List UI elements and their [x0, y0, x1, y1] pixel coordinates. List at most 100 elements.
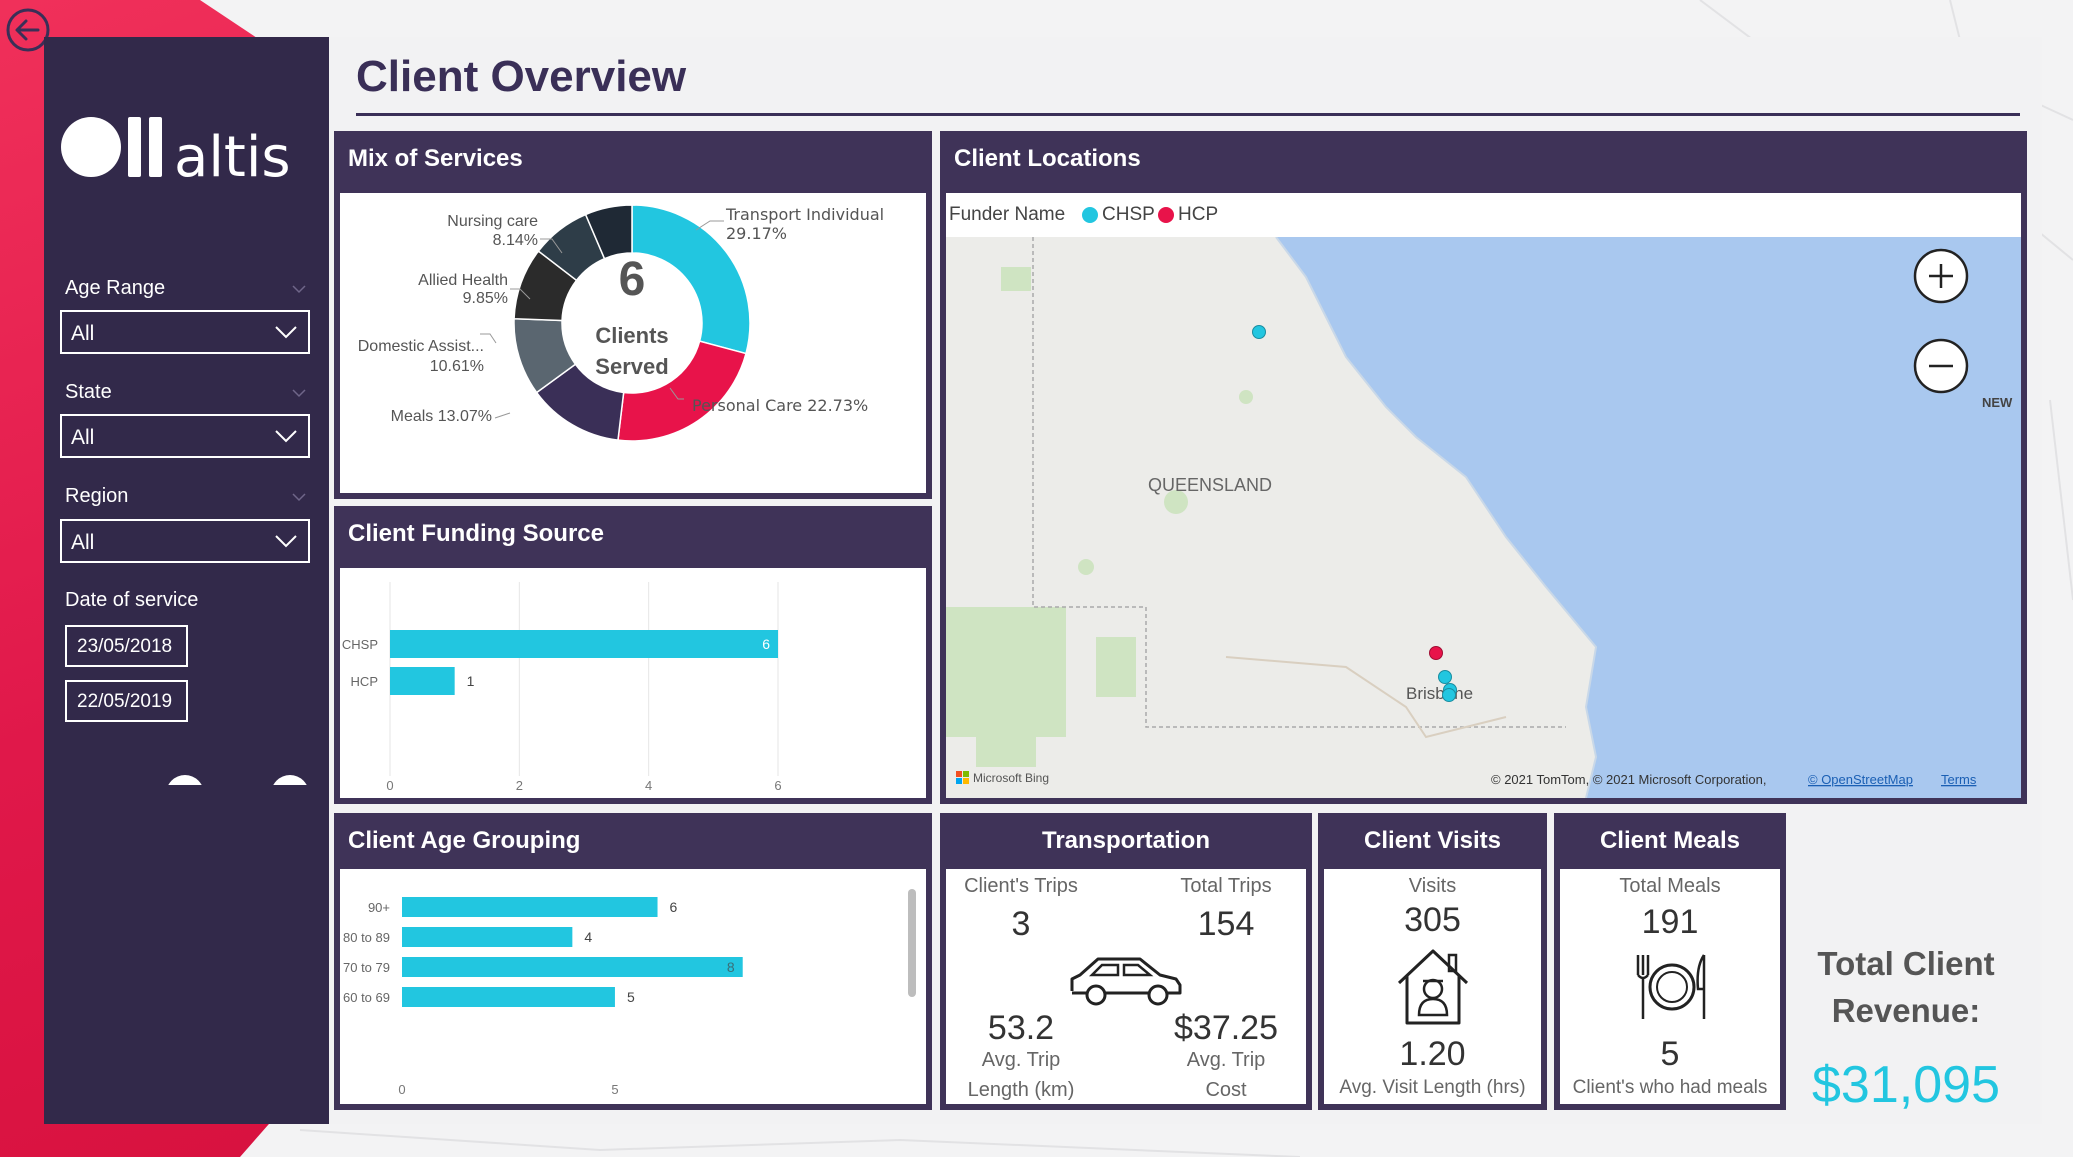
map-view[interactable]: QUEENSLAND Brisbane NEW Microsoft Bing ©…	[946, 237, 2021, 798]
avg-trip-length-label-1: Avg. Trip	[981, 1049, 1061, 1071]
slice-label-nursing-name: Nursing care	[447, 213, 538, 230]
svg-text:altis: altis	[174, 125, 291, 190]
card-body: 6 Clients Served Transport Individual 29…	[340, 193, 926, 493]
x-tick-label: 6	[774, 778, 781, 793]
age-range-value: All	[71, 322, 95, 345]
y-tick-label: CHSP	[342, 637, 378, 652]
client-locations-card: Client Locations Funder Name CHSP HCP QU…	[940, 131, 2027, 804]
chevron-down-icon[interactable]	[291, 489, 307, 505]
x-tick-label: 5	[611, 1082, 618, 1097]
chevron-down-icon[interactable]	[291, 385, 307, 401]
state-dropdown[interactable]: All	[60, 414, 310, 458]
bar[interactable]	[402, 927, 573, 947]
map-label-nsw: NEW	[1982, 395, 2013, 410]
legend-item-hcp[interactable]: HCP	[1178, 204, 1219, 225]
bar-value-label: 5	[627, 989, 635, 1005]
map-label-queensland: QUEENSLAND	[1148, 475, 1272, 495]
donut-slice-transport-individual[interactable]	[631, 204, 751, 355]
funding-bar-chart: 0 2 4 6 CHSP 6 HCP 1	[342, 582, 782, 793]
total-meals-value: 191	[1641, 903, 1699, 941]
title-divider	[356, 113, 2020, 116]
avg-trip-length-label-2: Length (km)	[967, 1079, 1075, 1101]
avg-visit-length-value: 1.20	[1399, 1035, 1466, 1073]
region-value: All	[71, 531, 95, 554]
card-title: Client Visits	[1364, 827, 1501, 854]
start-date-input[interactable]: 23/05/2018	[65, 625, 188, 667]
map-point-hcp[interactable]	[1429, 646, 1443, 660]
legend-title: Funder Name	[949, 204, 1066, 225]
clients-trips-value: 3	[1011, 905, 1031, 943]
card-body: Client's Trips 3 Total Trips 154 53.2 Av…	[946, 869, 1306, 1104]
terms-link[interactable]: Terms	[1941, 772, 1977, 787]
region-label: Region	[65, 485, 129, 507]
region-dropdown[interactable]: All	[60, 519, 310, 563]
leader-lines	[480, 220, 724, 419]
mix-of-services-card: Mix of Services 6 Clients Served Transpo…	[334, 131, 932, 499]
clients-served-number: 6	[619, 253, 646, 306]
map-point-chsp[interactable]	[1442, 688, 1456, 702]
filter-sidebar: altis Age Range All State All Region All…	[44, 37, 329, 1124]
bar[interactable]	[402, 987, 615, 1007]
y-tick-label: 70 to 79	[343, 960, 390, 975]
microsoft-bing-logo: Microsoft Bing	[956, 771, 1049, 785]
card-title: Transportation	[1041, 827, 1210, 854]
openstreetmap-link[interactable]: © OpenStreetMap	[1808, 772, 1913, 787]
map-legend: Funder Name CHSP HCP	[946, 193, 2021, 237]
legend-dot-chsp	[1082, 207, 1098, 223]
card-body: 0 2 4 6 CHSP 6 HCP 1	[340, 568, 926, 798]
bar[interactable]	[402, 897, 658, 917]
meal-plate-icon	[1636, 954, 1706, 1019]
bar[interactable]	[390, 630, 778, 658]
bar-value-label: 4	[584, 929, 592, 945]
date-of-service-label: Date of service	[65, 589, 199, 611]
funding-source-card: Client Funding Source 0 2 4 6 CHSP 6 HCP 1	[334, 506, 932, 804]
y-tick-label: 80 to 89	[343, 930, 390, 945]
y-tick-label: 60 to 69	[343, 990, 390, 1005]
card-title: Client Funding Source	[348, 520, 604, 547]
chevron-down-icon[interactable]	[291, 281, 307, 297]
zoom-in-button[interactable]	[1913, 248, 1969, 304]
legend-item-chsp[interactable]: CHSP	[1102, 204, 1155, 225]
altis-logo: altis	[61, 117, 291, 190]
avg-trip-cost-label-1: Avg. Trip	[1186, 1049, 1266, 1071]
home-care-icon	[1397, 949, 1469, 1025]
bar[interactable]	[390, 667, 455, 695]
zoom-out-button[interactable]	[1913, 338, 1969, 394]
total-meals-label: Total Meals	[1619, 875, 1721, 897]
date-slider-end-handle[interactable]	[271, 775, 309, 785]
age-range-dropdown[interactable]: All	[60, 310, 310, 354]
age-range-label: Age Range	[65, 277, 166, 299]
date-slider-start-handle[interactable]	[166, 775, 204, 785]
state-value: All	[71, 426, 95, 449]
clients-with-meals-label: Client's who had meals	[1572, 1077, 1768, 1098]
y-tick-label: HCP	[351, 674, 378, 689]
avg-trip-cost-label-2: Cost	[1205, 1079, 1247, 1101]
slice-label-domestic-pct: 10.61%	[430, 358, 484, 375]
total-trips-label: Total Trips	[1180, 875, 1272, 897]
visits-label: Visits	[1408, 875, 1457, 897]
donut-slice-other[interactable]	[584, 204, 633, 260]
card-body: Total Meals 191 5 Client's who had meals	[1560, 869, 1780, 1104]
card-title: Client Meals	[1599, 827, 1741, 854]
x-tick-label: 4	[645, 778, 652, 793]
clients-with-meals-value: 5	[1660, 1035, 1680, 1073]
chevron-down-icon	[275, 326, 297, 339]
clients-trips-label: Client's Trips	[964, 875, 1078, 897]
map-point-chsp[interactable]	[1438, 670, 1452, 684]
age-bar-chart: 0 5 90+ 6 80 to 89 4 70 to 79 8 60 to 69 5	[343, 897, 743, 1097]
transportation-card: Transportation Client's Trips 3 Total Tr…	[940, 813, 1312, 1110]
slice-label-transport-pct: 29.17%	[726, 224, 787, 243]
bar[interactable]	[402, 957, 743, 977]
back-arrow-icon[interactable]	[4, 6, 52, 54]
map-attribution: © 2021 TomTom, © 2021 Microsoft Corporat…	[1491, 772, 1766, 787]
clients-served-label-1: Clients	[595, 323, 668, 348]
chevron-down-icon	[275, 535, 297, 548]
scrollbar-thumb[interactable]	[908, 889, 916, 997]
map-point-chsp[interactable]	[1252, 325, 1266, 339]
bar-value-label: 6	[670, 899, 678, 915]
bar-value-label: 6	[762, 636, 770, 652]
slice-label-domestic-name: Domestic Assist...	[358, 338, 484, 355]
card-body: 0 5 90+ 6 80 to 89 4 70 to 79 8 60 to 69 5	[340, 869, 926, 1104]
total-trips-value: 154	[1197, 905, 1255, 943]
end-date-input[interactable]: 22/05/2019	[65, 680, 188, 722]
